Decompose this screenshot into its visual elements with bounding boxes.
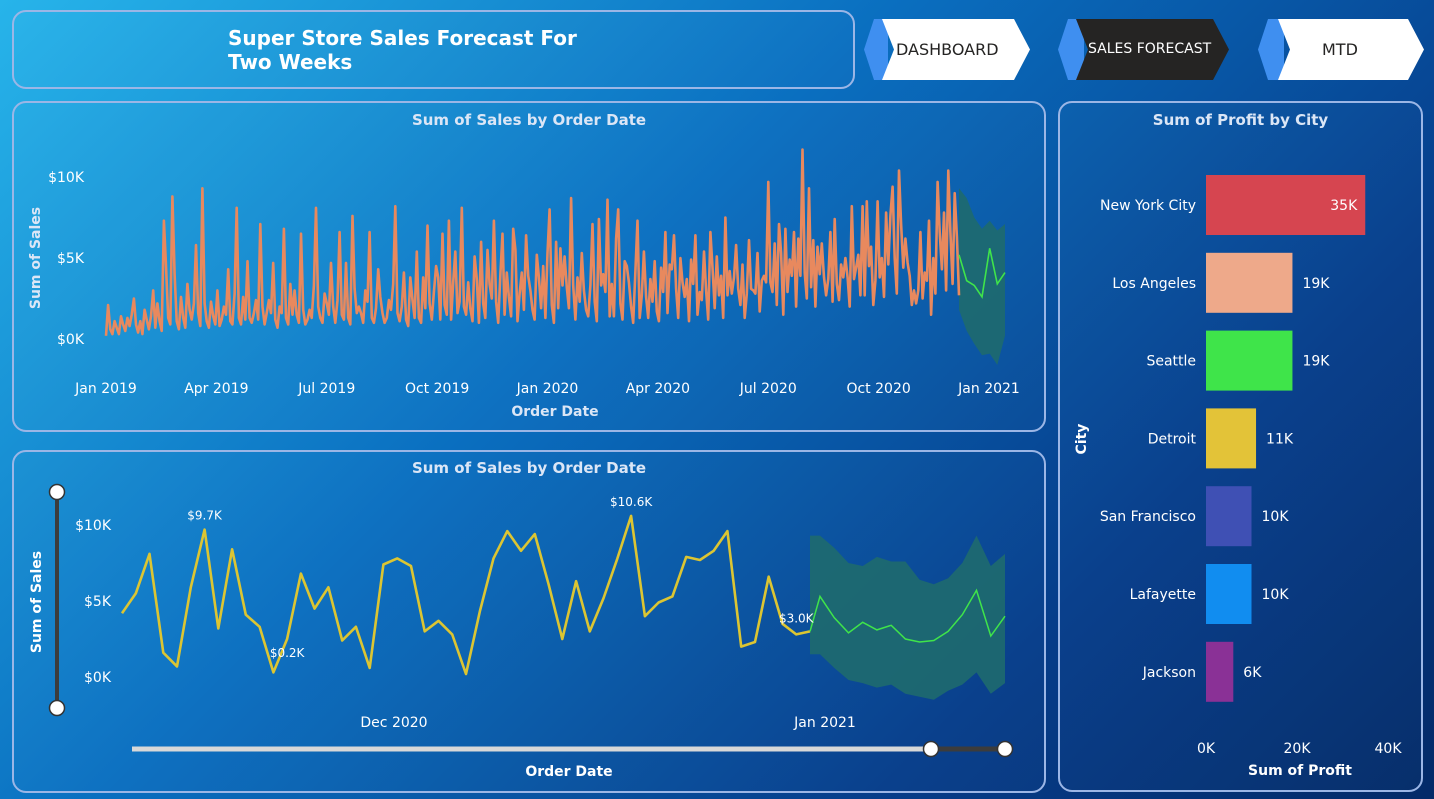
city-label: Jackson — [1142, 665, 1196, 681]
city-label: Los Angeles — [1112, 276, 1196, 292]
sales-series-line — [120, 514, 811, 676]
chart1-y-axis-title: Sum of Sales — [28, 207, 44, 309]
sales-forecast-nav-button[interactable]: SALES FORECAST — [1058, 19, 1230, 80]
profit-bar — [1206, 641, 1234, 702]
chart3-x-axis-title: Sum of Profit — [1248, 763, 1352, 779]
x-tick-label: 20K — [1284, 741, 1312, 757]
forecast-line — [809, 588, 1006, 643]
y-tick-label: $5K — [84, 594, 112, 610]
chart2-y-axis-title: Sum of Sales — [29, 551, 45, 653]
sales-forecast-button-shape — [1058, 19, 1229, 80]
profit-bar — [1206, 330, 1293, 391]
x-tick-label: 40K — [1375, 741, 1403, 757]
y-tick-label: $5K — [57, 251, 85, 267]
dashboard-label: DASHBOARD — [896, 40, 999, 59]
profit-bar — [1206, 486, 1252, 547]
bar-value-label: 11K — [1266, 431, 1294, 447]
y-range-slider-bottom-handle[interactable] — [48, 699, 66, 717]
page-title: Super Store Sales Forecast For Two Weeks — [228, 26, 577, 74]
forecast-confidence-band — [810, 535, 1005, 700]
data-label: $3.0K — [779, 611, 815, 625]
dashboard-nav-button[interactable]: DASHBOARD — [864, 19, 1032, 80]
forecast-confidence-band — [959, 188, 1005, 365]
bar-value-label: 6K — [1243, 665, 1262, 681]
chart2-title: Sum of Sales by Order Date — [411, 459, 647, 477]
mtd-label: MTD — [1322, 40, 1358, 59]
bar-value-label: 10K — [1262, 509, 1290, 525]
profit-bar — [1206, 252, 1293, 313]
profit-by-city-panel: Sum of Profit by City New York City 35K Lo… — [1058, 101, 1423, 792]
x-tick-label: Apr 2019 — [184, 381, 248, 397]
sales-series-line — [104, 148, 961, 336]
x-tick-label: Oct 2020 — [846, 381, 910, 397]
profit-bar — [1206, 564, 1252, 624]
y-tick-label: $10K — [75, 518, 112, 534]
sales-by-date-chart[interactable]: $0K $5K $10K Jan 2019 Apr 2019 Jul 2019 Oct 2… — [14, 103, 1048, 434]
data-label: $0.2K — [270, 646, 306, 660]
sales-forecast-zoom-panel: Sum of Sales by Order Date $0K $5K $10K De… — [12, 450, 1046, 793]
mtd-nav-button[interactable]: MTD — [1258, 19, 1426, 80]
y-tick-label: $0K — [57, 332, 85, 348]
bar-value-label: 19K — [1302, 354, 1330, 370]
y-tick-label: $10K — [48, 170, 85, 186]
city-label: Lafayette — [1130, 587, 1196, 603]
x-tick-label: Jan 2020 — [516, 381, 579, 397]
x-tick-label: Jul 2020 — [739, 381, 797, 397]
x-tick-label: Oct 2019 — [405, 381, 469, 397]
mtd-button-shape — [1258, 19, 1424, 80]
y-tick-label: $0K — [84, 670, 112, 686]
sales-by-date-panel: Sum of Sales by Order Date $0K $5K $10K Ja… — [12, 101, 1046, 432]
x-tick-label: Apr 2020 — [626, 381, 690, 397]
bar-value-label: 19K — [1302, 276, 1330, 292]
x-tick-label: 0K — [1197, 741, 1216, 757]
x-range-slider-left-handle[interactable] — [922, 740, 940, 758]
data-label: $10.6K — [610, 495, 653, 509]
city-label: New York City — [1100, 198, 1196, 214]
chart2-x-axis-title: Order Date — [525, 764, 612, 780]
chart1-title: Sum of Sales by Order Date — [411, 111, 647, 129]
x-range-slider-right-handle[interactable] — [996, 740, 1014, 758]
city-label: Detroit — [1148, 431, 1197, 447]
chart3-title: Sum of Profit by City — [1152, 111, 1329, 129]
profit-by-city-chart[interactable]: New York City 35K Los Angeles 19K Seattle 19K… — [1060, 103, 1425, 794]
sales-forecast-label: SALES FORECAST — [1088, 41, 1212, 57]
title-panel: Super Store Sales Forecast For Two Weeks — [12, 10, 855, 89]
x-tick-label: Jan 2019 — [74, 381, 137, 397]
bar-value-label: 10K — [1262, 587, 1290, 603]
profit-bar — [1206, 408, 1257, 469]
chart3-y-axis-title: City — [1074, 424, 1090, 455]
x-tick-label: Jan 2021 — [957, 381, 1020, 397]
profit-bar — [1206, 175, 1366, 235]
dashboard-button-shape — [864, 19, 1030, 80]
chart1-x-axis-title: Order Date — [511, 404, 598, 420]
x-tick-label: Jul 2019 — [297, 381, 355, 397]
x-tick-label: Jan 2021 — [793, 715, 856, 731]
y-range-slider-top-handle[interactable] — [48, 483, 66, 501]
city-label: San Francisco — [1100, 509, 1196, 525]
bar-value-label: 35K — [1330, 198, 1358, 214]
city-label: Seattle — [1146, 354, 1196, 370]
x-tick-label: Dec 2020 — [360, 715, 427, 731]
forecast-line — [958, 248, 1006, 300]
sales-forecast-zoom-chart[interactable]: $0K $5K $10K Dec 2020 Jan 2021 $9.7K $0.2K $1… — [14, 452, 1048, 795]
data-label: $9.7K — [187, 509, 223, 523]
